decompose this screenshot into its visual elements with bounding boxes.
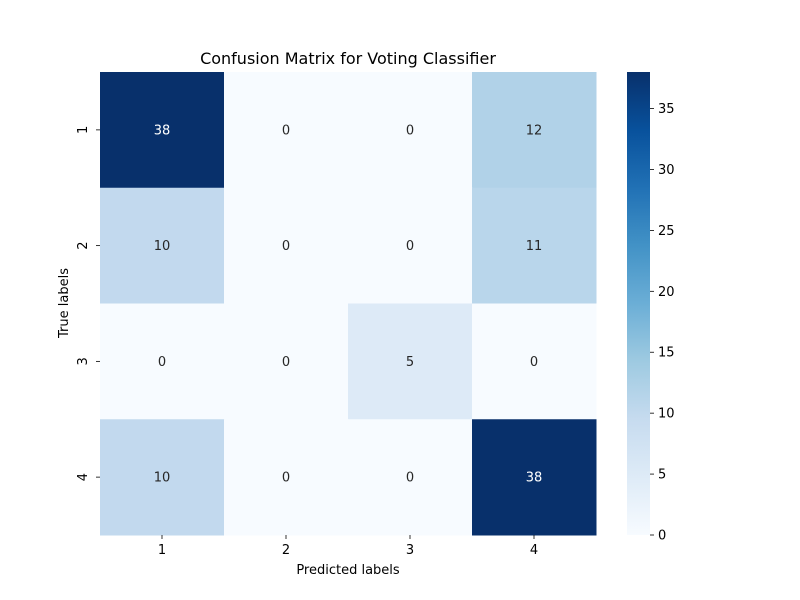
colorbar-tick-label: 35 [658, 102, 675, 117]
x-tick-label: 1 [158, 543, 166, 558]
colorbar-tick-label: 30 [658, 163, 675, 178]
heatmap-cell [224, 187, 349, 304]
y-axis-label: True labels [57, 268, 72, 339]
heatmap-cell [348, 187, 473, 304]
cell-value-label: 0 [282, 123, 290, 138]
cell-value-label: 0 [530, 355, 538, 370]
cell-value-label: 11 [526, 239, 543, 254]
heatmap-annotations: 38 0 0 12 10 0 0 11 0 0 5 0 10 0 0 38 [154, 123, 543, 485]
heatmap-cell [100, 419, 225, 536]
cell-value-label: 0 [282, 355, 290, 370]
colorbar-tick-label: 5 [658, 468, 666, 483]
x-tick-label: 4 [530, 543, 538, 558]
colorbar-tick-label: 15 [658, 346, 675, 361]
cell-value-label: 38 [526, 471, 543, 486]
heatmap-cell [224, 303, 349, 420]
cell-value-label: 0 [158, 355, 166, 370]
y-tick-label: 2 [76, 241, 91, 249]
heatmap-cell [224, 419, 349, 536]
colorbar: 0 5 10 15 20 25 30 35 [627, 72, 675, 544]
cell-value-label: 5 [406, 355, 414, 370]
heatmap-cell [348, 72, 473, 189]
y-tick-label: 4 [76, 473, 91, 481]
heatmap-cell [100, 303, 225, 420]
cell-value-label: 10 [154, 471, 171, 486]
cell-value-label: 0 [406, 123, 414, 138]
heatmap-cell [224, 72, 349, 189]
y-tick-label: 3 [76, 357, 91, 365]
heatmap-cell [472, 187, 597, 304]
heatmap-cell [472, 419, 597, 536]
heatmap-cell [348, 419, 473, 536]
heatmap-cells [100, 72, 597, 536]
y-axis-ticks: 1 2 3 4 [76, 126, 100, 481]
heatmap-cell [100, 72, 225, 189]
cell-value-label: 38 [154, 123, 171, 138]
heatmap-cell [472, 72, 597, 189]
cell-value-label: 12 [526, 123, 543, 138]
cell-value-label: 10 [154, 239, 171, 254]
cell-value-label: 0 [282, 471, 290, 486]
x-tick-label: 2 [282, 543, 290, 558]
heatmap-cell [348, 303, 473, 420]
colorbar-gradient [627, 72, 650, 535]
colorbar-tick-label: 0 [658, 529, 666, 544]
chart-title: Confusion Matrix for Voting Classifier [200, 49, 496, 68]
x-tick-label: 3 [406, 543, 414, 558]
colorbar-tick-label: 20 [658, 285, 675, 300]
heatmap-cell [100, 187, 225, 304]
colorbar-tick-label: 25 [658, 224, 675, 239]
x-axis-ticks: 1 2 3 4 [158, 535, 538, 558]
colorbar-ticks: 0 5 10 15 20 25 30 35 [650, 102, 675, 544]
x-axis-label: Predicted labels [296, 563, 400, 578]
cell-value-label: 0 [406, 239, 414, 254]
cell-value-label: 0 [282, 239, 290, 254]
cell-value-label: 0 [406, 471, 414, 486]
y-tick-label: 1 [76, 126, 91, 134]
colorbar-tick-label: 10 [658, 407, 675, 422]
heatmap-cell [472, 303, 597, 420]
